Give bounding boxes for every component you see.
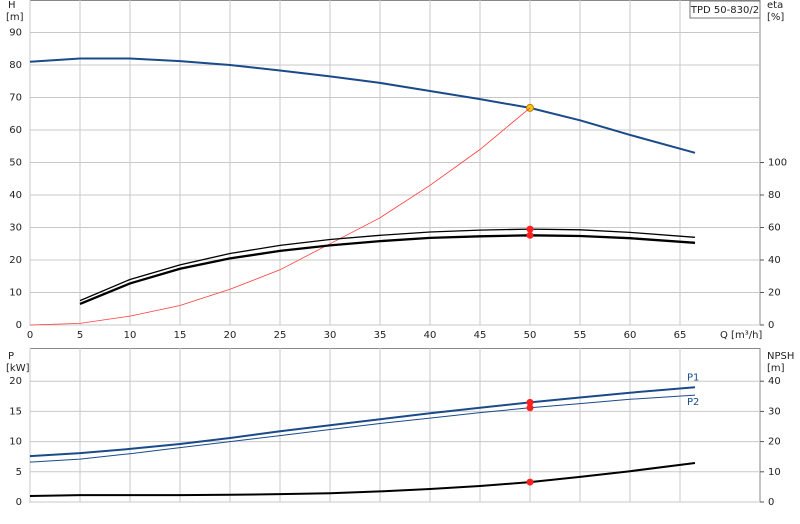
y2-tick-label: 30 xyxy=(768,406,781,417)
y-tick-label: 20 xyxy=(9,255,22,266)
series-label: P2 xyxy=(687,397,699,408)
x-tick-label: 0 xyxy=(27,330,33,341)
series-label: P1 xyxy=(687,372,699,383)
duty-point xyxy=(526,478,534,486)
y-axis-label: P xyxy=(8,351,14,362)
y2-tick-label: 0 xyxy=(768,320,774,331)
y2-tick-label: 40 xyxy=(768,255,781,266)
duty-point xyxy=(526,398,534,406)
y2-tick-label: 100 xyxy=(768,158,787,169)
y-tick-label: 30 xyxy=(9,223,22,234)
series-line xyxy=(29,107,531,326)
series-line xyxy=(29,394,696,463)
duty-point xyxy=(526,231,534,239)
y-axis-unit: [kW] xyxy=(6,363,30,374)
series-line xyxy=(79,228,696,302)
y-tick-label: 10 xyxy=(9,437,22,448)
y-tick-label: 50 xyxy=(9,158,22,169)
x-tick-label: 25 xyxy=(274,330,287,341)
y-tick-label: 70 xyxy=(9,93,22,104)
y-tick-label: 15 xyxy=(9,406,22,417)
y2-tick-label: 80 xyxy=(768,190,781,201)
series-line xyxy=(79,234,696,305)
duty-point xyxy=(526,404,534,412)
x-tick-label: 40 xyxy=(424,330,437,341)
y2-axis-unit: [%] xyxy=(767,12,784,23)
y2-tick-label: 20 xyxy=(768,288,781,299)
x-axis-label: Q [m³/h] xyxy=(720,330,762,341)
x-tick-label: 30 xyxy=(324,330,337,341)
y-tick-label: 10 xyxy=(9,288,22,299)
x-tick-label: 15 xyxy=(174,330,187,341)
x-tick-label: 50 xyxy=(524,330,537,341)
series-line xyxy=(29,386,696,458)
y2-tick-label: 0 xyxy=(768,497,774,508)
series-line xyxy=(29,462,696,497)
x-tick-label: 20 xyxy=(224,330,237,341)
y-tick-label: 5 xyxy=(16,467,22,478)
y2-tick-label: 20 xyxy=(768,437,781,448)
series-line xyxy=(29,57,696,154)
y-tick-label: 0 xyxy=(16,320,22,331)
x-tick-label: 35 xyxy=(374,330,387,341)
x-tick-label: 10 xyxy=(124,330,137,341)
y2-tick-label: 40 xyxy=(768,376,781,387)
duty-point xyxy=(526,225,534,233)
x-tick-label: 45 xyxy=(474,330,487,341)
y-tick-label: 0 xyxy=(16,497,22,508)
y-tick-label: 40 xyxy=(9,190,22,201)
y2-tick-label: 10 xyxy=(768,467,781,478)
y2-tick-label: 60 xyxy=(768,223,781,234)
x-tick-label: 60 xyxy=(624,330,637,341)
y-tick-label: 90 xyxy=(9,28,22,39)
y2-axis-label: eta xyxy=(767,0,783,11)
y2-axis-label: NPSH xyxy=(767,351,794,362)
y-tick-label: 20 xyxy=(9,376,22,387)
x-tick-label: 65 xyxy=(674,330,687,341)
chart-title: TPD 50-830/2 xyxy=(690,5,759,16)
y2-axis-unit: [m] xyxy=(767,363,785,374)
y-tick-label: 80 xyxy=(9,60,22,71)
y-axis-unit: [m] xyxy=(6,12,24,23)
y-axis-label: H xyxy=(8,0,16,11)
y-tick-label: 60 xyxy=(9,125,22,136)
x-tick-label: 5 xyxy=(77,330,83,341)
title-box xyxy=(689,0,761,19)
x-tick-label: 55 xyxy=(574,330,587,341)
plot-area xyxy=(29,348,761,503)
